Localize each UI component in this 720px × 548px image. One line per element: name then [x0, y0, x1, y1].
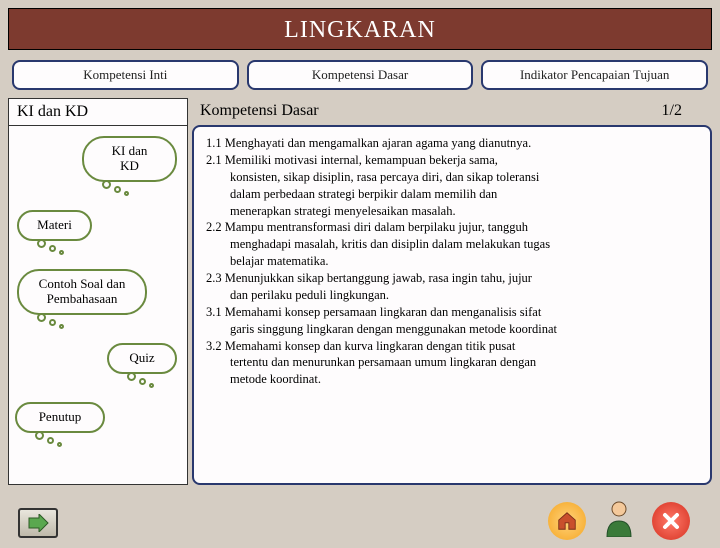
nav-materi-label: Materi [37, 217, 72, 232]
footer-icons [548, 499, 690, 542]
page-indicator: 1/2 [662, 102, 682, 121]
content-line: dan perilaku peduli lingkungan. [206, 287, 698, 304]
content-line: 2.2 Mampu mentransformasi diri dalam ber… [206, 219, 698, 236]
content-line: 1.1 Menghayati dan mengamalkan ajaran ag… [206, 135, 698, 152]
nav-materi[interactable]: Materi [17, 210, 92, 241]
tab-kompetensi-dasar[interactable]: Kompetensi Dasar [247, 60, 474, 90]
content-line: konsisten, sikap disiplin, rasa percaya … [206, 169, 698, 186]
tab-row: Kompetensi Inti Kompetensi Dasar Indikat… [8, 60, 712, 90]
nav-penutup[interactable]: Penutup [15, 402, 105, 433]
home-button[interactable] [548, 502, 586, 540]
home-icon [556, 510, 578, 532]
tab-kompetensi-inti[interactable]: Kompetensi Inti [12, 60, 239, 90]
content-line: menghadapi masalah, kritis dan disiplin … [206, 236, 698, 253]
content-line: dalam perbedaan strategi berpikir dalam … [206, 186, 698, 203]
content-line: garis singgung lingkaran dengan mengguna… [206, 321, 698, 338]
nav-quiz-label: Quiz [129, 350, 154, 365]
tab-indikator[interactable]: Indikator Pencapaian Tujuan [481, 60, 708, 90]
content-line: 2.3 Menunjukkan sikap bertanggung jawab,… [206, 270, 698, 287]
content-box: 1.1 Menghayati dan mengamalkan ajaran ag… [192, 125, 712, 485]
content-line: 3.2 Memahami konsep dan kurva lingkaran … [206, 338, 698, 355]
nav-contoh[interactable]: Contoh Soal dan Pembahasaan [17, 269, 147, 315]
next-arrow-button[interactable] [18, 508, 58, 538]
content-line: menerapkan strategi menyelesaikan masala… [206, 203, 698, 220]
content-heading: Kompetensi Dasar [200, 102, 319, 121]
nav-ki-kd-label: KI dan KD [112, 143, 148, 173]
content-line: tertentu dan menurunkan persamaan umum l… [206, 354, 698, 371]
section-title-row: KI dan KD Kompetensi Dasar 1/2 [8, 98, 712, 125]
content-line: 2.1 Memiliki motivasi internal, kemampua… [206, 152, 698, 169]
nav-contoh-label: Contoh Soal dan Pembahasaan [39, 276, 126, 306]
close-button[interactable] [652, 502, 690, 540]
profile-button[interactable] [602, 499, 636, 542]
sidebar: KI dan KD Materi Contoh Soal dan Pembaha… [8, 125, 188, 485]
nav-ki-kd[interactable]: KI dan KD [82, 136, 177, 182]
person-icon [602, 499, 636, 537]
content-title-row: Kompetensi Dasar 1/2 [188, 98, 712, 125]
arrow-right-icon [27, 514, 49, 532]
page-title: LINGKARAN [8, 8, 712, 50]
sidebar-title: KI dan KD [8, 98, 188, 125]
content-line: 3.1 Memahami konsep persamaan lingkaran … [206, 304, 698, 321]
main-area: KI dan KD Materi Contoh Soal dan Pembaha… [8, 125, 712, 485]
content-line: metode koordinat. [206, 371, 698, 388]
nav-penutup-label: Penutup [39, 409, 82, 424]
nav-quiz[interactable]: Quiz [107, 343, 177, 374]
close-icon [661, 511, 681, 531]
content-line: belajar matematika. [206, 253, 698, 270]
